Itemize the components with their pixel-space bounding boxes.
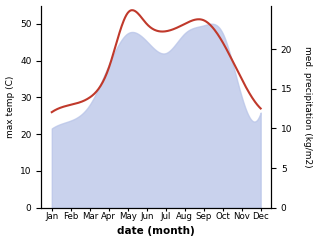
Y-axis label: max temp (C): max temp (C) <box>5 76 15 138</box>
X-axis label: date (month): date (month) <box>117 227 195 236</box>
Y-axis label: med. precipitation (kg/m2): med. precipitation (kg/m2) <box>303 46 313 167</box>
